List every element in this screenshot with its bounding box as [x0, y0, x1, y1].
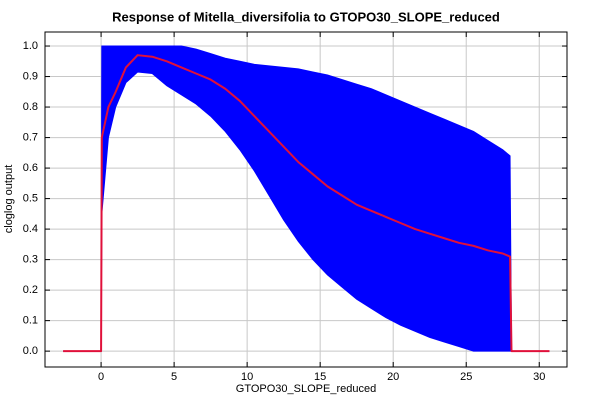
plot-frame: [44, 31, 568, 368]
x-tick-label: 30: [533, 371, 545, 383]
x-tick-label: 15: [314, 371, 326, 383]
x-tick-label: 10: [241, 371, 253, 383]
y-tick-label: 1.0: [23, 40, 38, 52]
y-tick-label: 0.3: [23, 254, 38, 266]
chart-title: Response of Mitella_diversifolia to GTOP…: [112, 9, 500, 24]
confidence-band: [63, 45, 550, 352]
y-tick-label: 0.5: [23, 192, 38, 204]
x-tick-label: 25: [460, 371, 472, 383]
y-axis-label: cloglog output: [3, 165, 15, 234]
y-tick-label: 0.8: [23, 101, 38, 113]
y-tick-label: 0.4: [23, 223, 38, 235]
y-tick-label: 0.9: [23, 70, 38, 82]
y-tick-label: 0.1: [23, 315, 38, 327]
x-tick-label: 0: [98, 371, 104, 383]
y-tick-label: 0.2: [23, 284, 38, 296]
y-tick-label: 0.7: [23, 131, 38, 143]
y-tick-label: 0.6: [23, 162, 38, 174]
x-tick-label: 5: [171, 371, 177, 383]
response-line: [63, 54, 550, 353]
y-tick-label: 0.0: [23, 345, 38, 357]
x-tick-label: 20: [387, 371, 399, 383]
x-axis-label: GTOPO30_SLOPE_reduced: [236, 383, 376, 395]
